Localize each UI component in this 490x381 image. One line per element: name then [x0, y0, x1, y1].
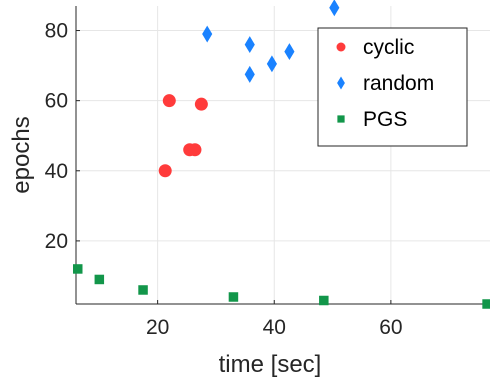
y-tick-label-20: 20 [45, 230, 68, 253]
x-tick-label-40: 40 [263, 316, 286, 339]
legend-marker-cyclic [336, 42, 346, 52]
random-point-5 [284, 43, 295, 61]
x-ticks: 20 40 60 [146, 300, 403, 339]
pgs-point-5 [319, 295, 329, 306]
random-point-4 [266, 55, 277, 73]
y-tick-label-40: 40 [45, 160, 68, 183]
legend-label-random: random [363, 72, 434, 95]
pgs-point-3 [138, 285, 148, 295]
legend-entries: cyclic random PGS [336, 36, 434, 131]
axes [75, 6, 490, 305]
pgs-point-4 [228, 292, 239, 302]
series-pgs [72, 264, 490, 309]
x-tick-label-60: 60 [379, 316, 402, 339]
series-random [202, 0, 340, 83]
cyclic-point-1 [158, 164, 172, 178]
y-axis-label: epochs [8, 116, 35, 193]
random-point-3 [244, 65, 255, 83]
legend-marker-random [337, 76, 345, 90]
legend-label-cyclic: cyclic [363, 36, 414, 59]
legend-marker-pgs [337, 115, 345, 123]
x-tick-label-20: 20 [146, 316, 169, 339]
random-point-2 [244, 36, 255, 54]
random-point-1 [202, 25, 213, 43]
legend: cyclic random PGS [317, 27, 468, 147]
legend-label-pgs: PGS [363, 108, 407, 131]
x-axis-label: time [sec] [219, 351, 322, 378]
y-tick-label-60: 60 [45, 90, 68, 113]
pgs-point-1 [72, 264, 83, 274]
pgs-point-2 [94, 274, 105, 285]
cyclic-point-4 [188, 143, 202, 157]
y-ticks: 20 40 60 80 [45, 20, 80, 253]
data-points [72, 0, 490, 309]
cyclic-point-5 [194, 97, 208, 111]
series-cyclic [158, 94, 208, 178]
pgs-point-6 [482, 299, 490, 309]
cyclic-point-2 [162, 94, 176, 108]
random-point-6 [329, 0, 340, 17]
y-tick-label-80: 80 [45, 20, 68, 43]
